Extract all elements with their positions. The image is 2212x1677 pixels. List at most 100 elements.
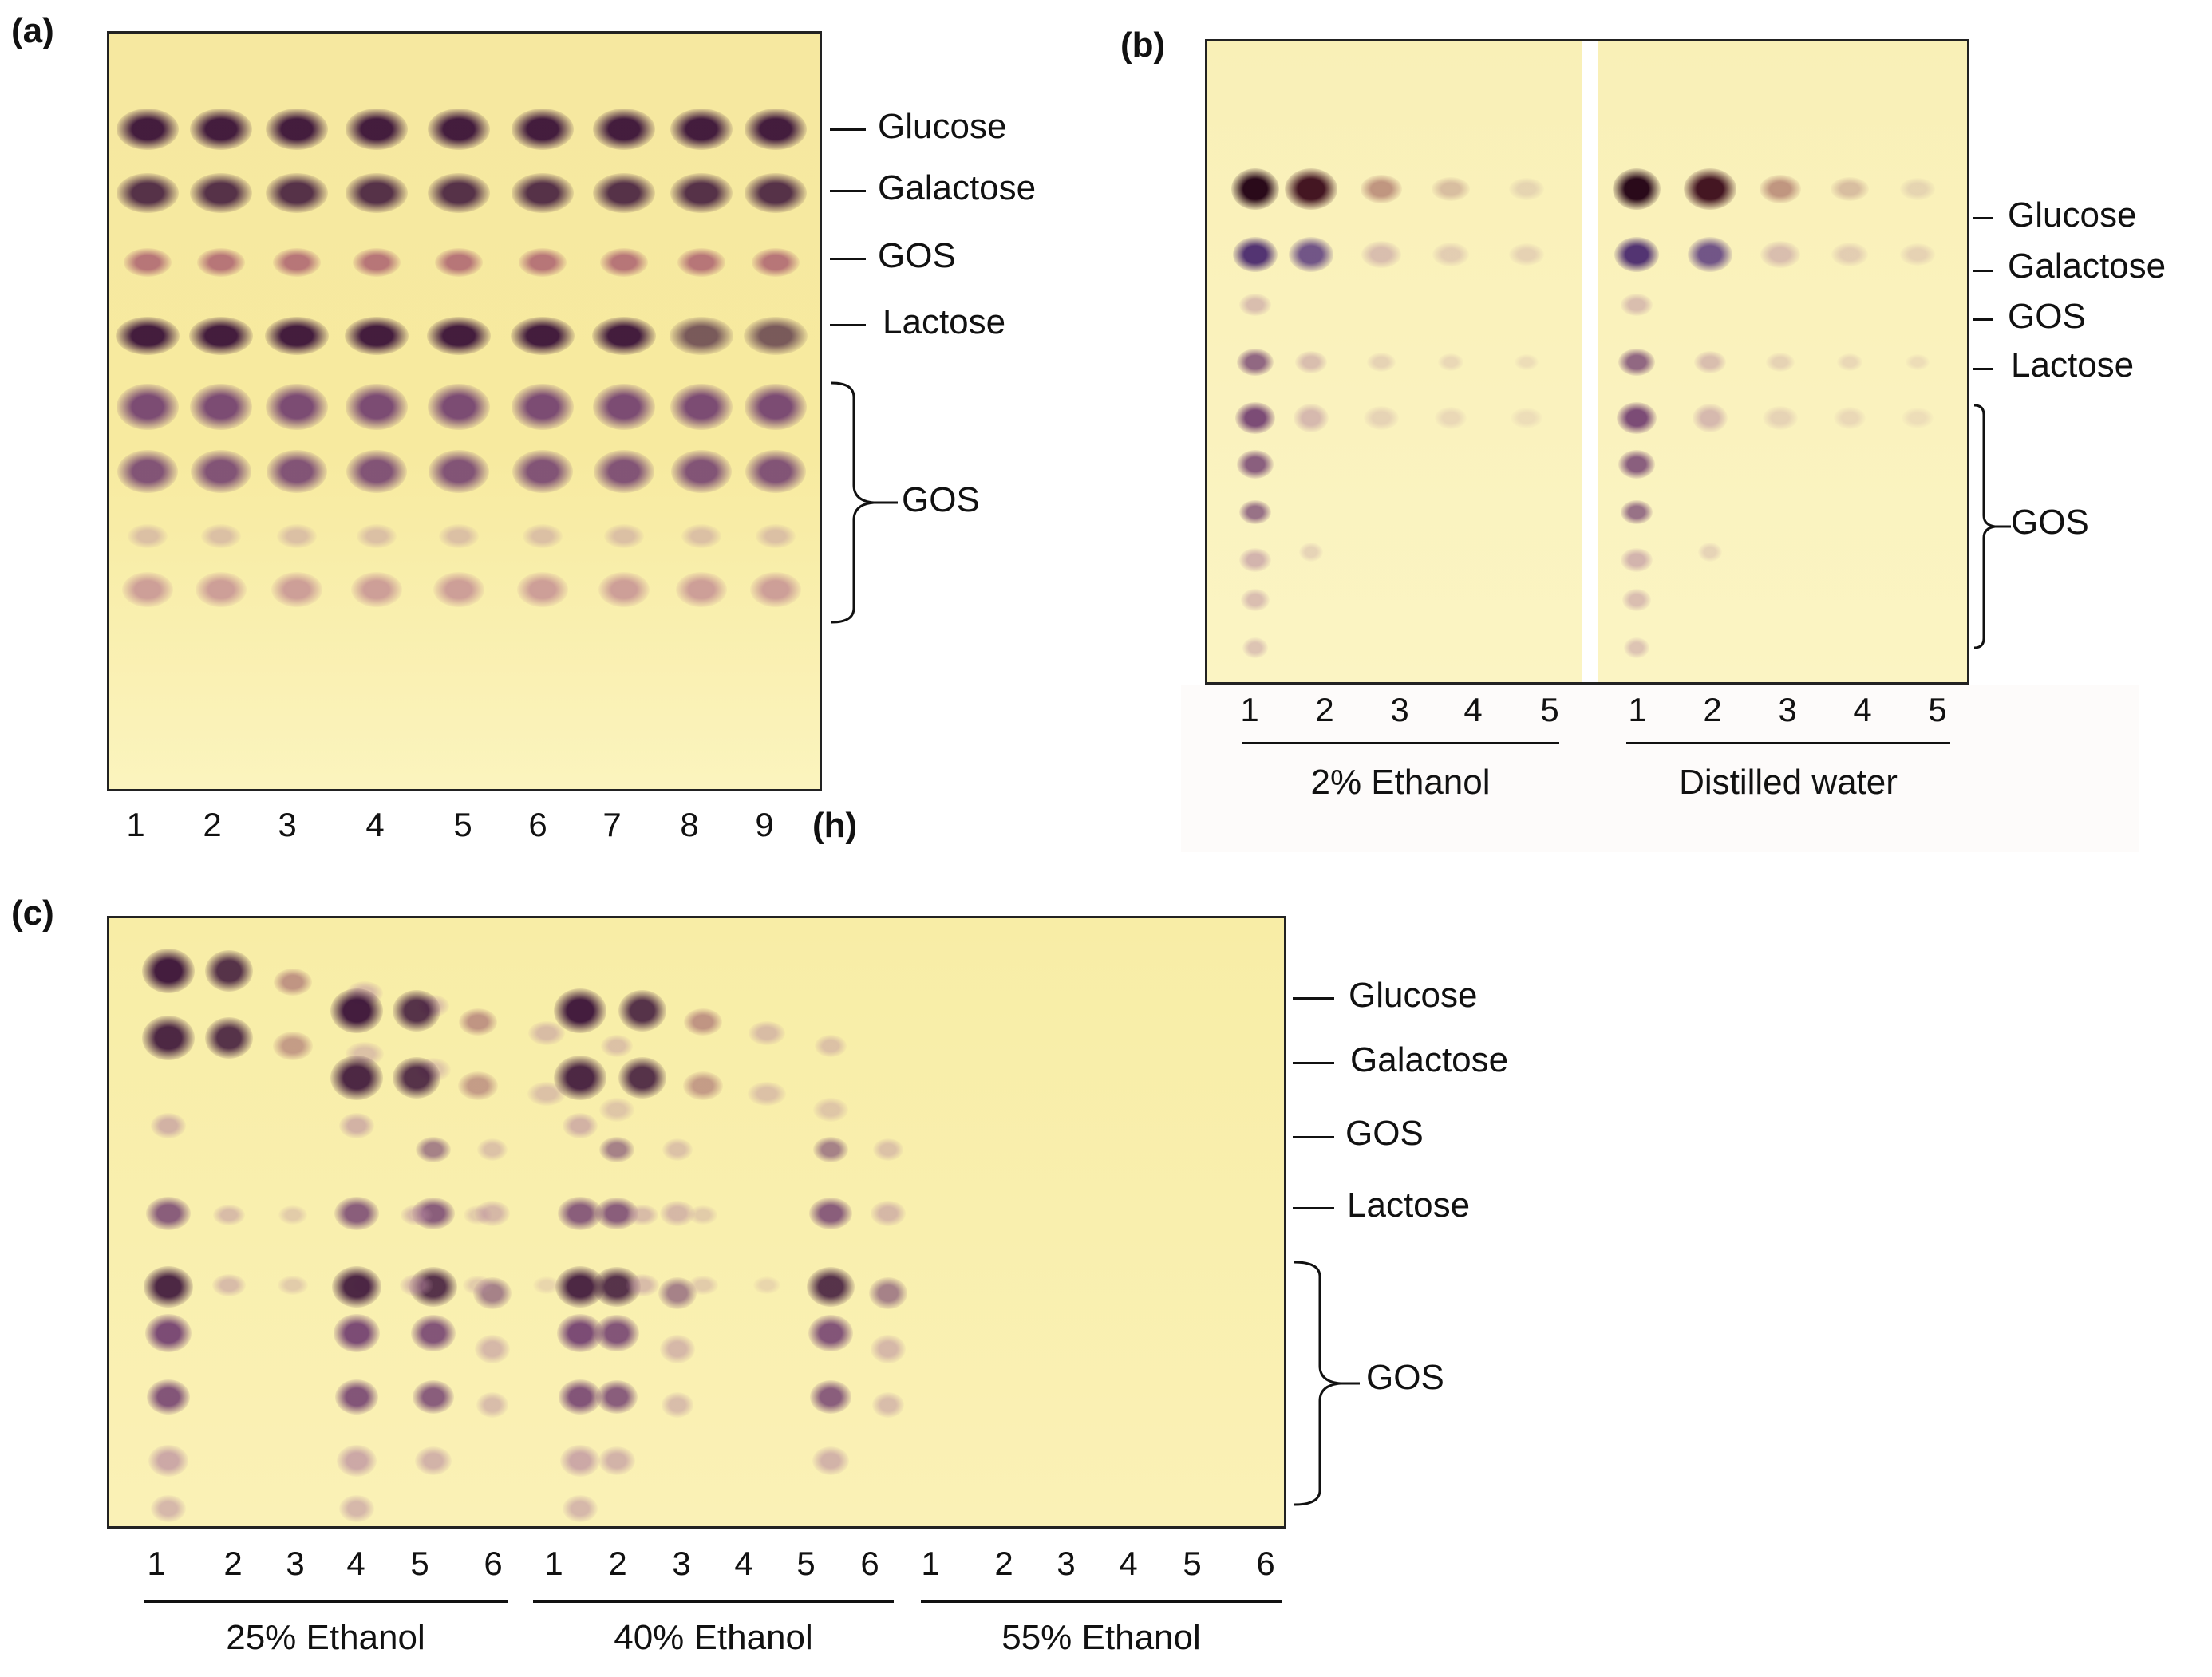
tlc-plate-c: [107, 916, 1286, 1529]
a-lane-number: 6: [528, 806, 547, 843]
tlc-spot: [117, 173, 179, 213]
tlc-spot: [1760, 241, 1800, 268]
tlc-plate-a: [107, 31, 822, 791]
tlc-spot: [116, 317, 180, 355]
tlc-spot: [1509, 243, 1544, 266]
band-tick-a-galactose: [830, 190, 866, 192]
tlc-spot: [1241, 589, 1270, 611]
c-25-lane-number: 3: [286, 1545, 305, 1582]
tlc-spot: [1831, 243, 1868, 266]
tlc-spot: [593, 109, 655, 150]
tlc-spot: [1367, 353, 1396, 372]
c-25-group-label: 25% Ethanol: [226, 1618, 425, 1657]
tlc-spot: [1621, 500, 1653, 524]
c-40-lane-number: 5: [796, 1545, 816, 1582]
tlc-spot: [594, 450, 654, 493]
tlc-spot: [1509, 178, 1544, 200]
b-water-lane-number: 2: [1703, 691, 1722, 728]
band-label-a-gos: GOS: [878, 236, 956, 275]
tlc-spot: [142, 949, 195, 993]
tlc-spot: [1614, 237, 1659, 272]
tlc-spot: [205, 1017, 253, 1059]
band-label-c-galactose: Galactose: [1350, 1040, 1509, 1079]
tlc-spot: [1515, 354, 1539, 370]
panel-b-caption-background: [1181, 685, 2139, 852]
tlc-spot: [756, 524, 796, 548]
tlc-spot: [332, 1266, 381, 1308]
tlc-spot: [1760, 175, 1801, 203]
tlc-spot: [662, 1138, 693, 1161]
tlc-spot: [533, 1276, 560, 1294]
tlc-spot: [750, 572, 801, 607]
tlc-spot: [1435, 407, 1467, 429]
a-lane-number: 7: [602, 806, 622, 843]
tlc-spot: [512, 450, 573, 493]
c-55-lane-number: 4: [1119, 1545, 1138, 1582]
tlc-spot: [512, 173, 574, 213]
band-label-c-gos: GOS: [1345, 1114, 1424, 1153]
tlc-spot: [400, 1274, 433, 1296]
tlc-spot: [433, 572, 484, 607]
tlc-spot: [1237, 349, 1274, 376]
tlc-spot: [346, 450, 407, 493]
c-55-lane-number: 6: [1256, 1545, 1275, 1582]
tlc-spot: [212, 1274, 246, 1296]
tlc-spot: [560, 1445, 600, 1477]
tlc-spot: [411, 1315, 456, 1351]
gos-bracket-c: [1294, 1261, 1360, 1506]
tlc-spot: [599, 1137, 634, 1162]
tlc-spot: [274, 969, 312, 996]
tlc-spot: [749, 1021, 785, 1045]
tlc-spot: [266, 173, 328, 213]
tlc-plate-b: [1205, 39, 1969, 685]
tlc-spot: [517, 572, 568, 607]
tlc-spot: [1511, 408, 1542, 428]
a-lane-number: 5: [453, 806, 472, 843]
tlc-spot: [1900, 178, 1935, 200]
band-tick-b-galactose: [1973, 270, 1993, 272]
tlc-spot: [339, 1113, 374, 1138]
tlc-spot: [458, 1071, 498, 1100]
tlc-spot: [416, 1137, 451, 1162]
c-40-lane-number: 4: [734, 1545, 753, 1582]
band-tick-b-lactose: [1973, 368, 1993, 370]
tlc-spot: [265, 317, 329, 355]
c-40-group-label: 40% Ethanol: [614, 1618, 813, 1657]
tlc-spot: [660, 1201, 695, 1226]
tlc-spot: [1617, 402, 1657, 434]
tlc-spot: [670, 384, 733, 430]
tlc-spot: [1239, 548, 1271, 572]
band-tick-b-glucose: [1973, 217, 1993, 219]
tlc-spot: [1235, 402, 1275, 434]
c-25-group-line: [144, 1600, 508, 1603]
tlc-spot: [190, 173, 252, 213]
c-55-lane-number: 5: [1183, 1545, 1202, 1582]
tlc-spot: [357, 524, 397, 548]
tlc-spot: [670, 109, 733, 150]
tlc-spot: [1233, 237, 1278, 272]
tlc-spot: [1900, 243, 1935, 266]
tlc-spot: [463, 1276, 493, 1295]
tlc-spot: [873, 1138, 903, 1161]
tlc-spot: [626, 1205, 658, 1225]
gos-bracket-label-a: GOS: [902, 480, 980, 519]
tlc-spot: [393, 1057, 440, 1099]
tlc-spot: [334, 1314, 380, 1352]
tlc-spot: [345, 317, 409, 355]
tlc-spot: [626, 1274, 659, 1296]
tlc-spot: [330, 1056, 383, 1100]
tlc-spot: [559, 1379, 602, 1415]
a-lane-number: 3: [278, 806, 297, 843]
tlc-spot: [557, 1314, 603, 1352]
tlc-spot: [335, 1379, 378, 1415]
tlc-spot: [122, 572, 173, 607]
c-40-group-line: [533, 1600, 894, 1603]
tlc-spot: [273, 1032, 313, 1060]
tlc-spot: [1684, 168, 1736, 210]
c-40-lane-number: 6: [860, 1545, 879, 1582]
panel-b-label: (b): [1120, 26, 1166, 65]
tlc-spot: [511, 317, 575, 355]
band-label-a-glucose: Glucose: [878, 107, 1007, 146]
tlc-spot: [189, 317, 253, 355]
tlc-spot: [745, 450, 806, 493]
